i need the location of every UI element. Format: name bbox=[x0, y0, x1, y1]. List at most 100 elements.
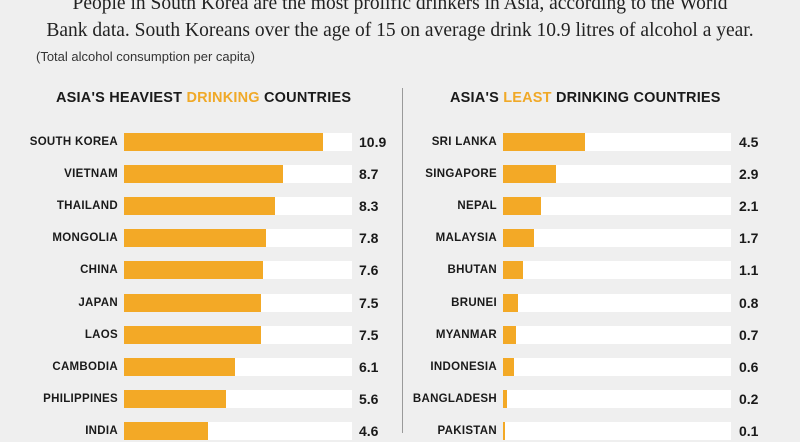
bar-nepal bbox=[503, 197, 541, 215]
category-label-laos: LAOS bbox=[84, 329, 118, 341]
bar-indonesia bbox=[503, 358, 514, 376]
category-label-singapore: SINGAPORE bbox=[425, 168, 497, 180]
bar-vietnam bbox=[124, 165, 283, 183]
bar-track-japan bbox=[124, 294, 352, 312]
bar-track-thailand bbox=[124, 197, 352, 215]
bar-bangladesh bbox=[503, 390, 507, 408]
bar-track-bangladesh bbox=[503, 390, 731, 408]
category-label-brunei: BRUNEI bbox=[451, 297, 497, 309]
bar-track-brunei bbox=[503, 294, 731, 312]
bar-bhutan bbox=[503, 261, 523, 279]
category-row-japan: JAPAN bbox=[0, 294, 118, 314]
bar-cambodia bbox=[124, 358, 235, 376]
right-chart-title: ASIA'S LEAST DRINKING COUNTRIES bbox=[450, 90, 721, 106]
bar-thailand bbox=[124, 197, 275, 215]
bar-track-myanmar bbox=[503, 326, 731, 344]
category-row-brunei: BRUNEI bbox=[0, 294, 497, 314]
category-label-bhutan: BHUTAN bbox=[447, 264, 497, 276]
category-row-sri-lanka: SRI LANKA bbox=[0, 133, 497, 153]
category-label-vietnam: VIETNAM bbox=[64, 168, 118, 180]
bar-china bbox=[124, 261, 263, 279]
bar-track-philippines bbox=[124, 390, 352, 408]
bar-track-south-korea bbox=[124, 133, 352, 151]
category-label-myanmar: MYANMAR bbox=[435, 329, 497, 341]
bar-sri-lanka bbox=[503, 133, 585, 151]
panel-divider bbox=[402, 88, 403, 433]
category-label-cambodia: CAMBODIA bbox=[52, 361, 118, 373]
category-row-laos: LAOS bbox=[0, 326, 118, 346]
category-label-china: CHINA bbox=[80, 264, 118, 276]
value-label-indonesia: 0.6 bbox=[739, 359, 759, 375]
value-label-brunei: 0.8 bbox=[739, 295, 759, 311]
bar-malaysia bbox=[503, 229, 534, 247]
bar-track-sri-lanka bbox=[503, 133, 731, 151]
category-row-south-korea: SOUTH KOREA bbox=[0, 133, 118, 153]
category-row-myanmar: MYANMAR bbox=[0, 326, 497, 346]
category-row-malaysia: MALAYSIA bbox=[0, 229, 497, 249]
bar-mongolia bbox=[124, 229, 266, 247]
category-row-cambodia: CAMBODIA bbox=[0, 358, 118, 378]
bar-track-cambodia bbox=[124, 358, 352, 376]
bar-singapore bbox=[503, 165, 556, 183]
bar-track-singapore bbox=[503, 165, 731, 183]
category-label-south-korea: SOUTH KOREA bbox=[29, 136, 118, 148]
category-label-pakistan: PAKISTAN bbox=[437, 425, 497, 437]
bar-track-china bbox=[124, 261, 352, 279]
value-label-vietnam: 8.7 bbox=[359, 166, 379, 182]
bar-south-korea bbox=[124, 133, 323, 151]
category-row-thailand: THAILAND bbox=[0, 197, 118, 217]
category-row-bhutan: BHUTAN bbox=[0, 261, 497, 281]
category-label-philippines: PHILIPPINES bbox=[43, 393, 118, 405]
category-label-malaysia: MALAYSIA bbox=[435, 232, 497, 244]
category-row-bangladesh: BANGLADESH bbox=[0, 390, 497, 410]
value-label-china: 7.6 bbox=[359, 262, 379, 278]
right-title-highlight: LEAST bbox=[503, 90, 552, 106]
category-label-japan: JAPAN bbox=[78, 297, 118, 309]
value-label-sri-lanka: 4.5 bbox=[739, 134, 759, 150]
right-title-part-3: DRINKING COUNTRIES bbox=[551, 90, 721, 106]
intro-text: People in South Korea are the most proli… bbox=[0, 0, 800, 44]
left-title-part-1: ASIA'S HEAVIEST bbox=[56, 90, 187, 106]
category-label-nepal: NEPAL bbox=[457, 200, 497, 212]
category-label-thailand: THAILAND bbox=[56, 200, 118, 212]
intro-line-2: Bank data. South Koreans over the age of… bbox=[46, 20, 754, 41]
value-label-nepal: 2.1 bbox=[739, 198, 759, 214]
value-label-bhutan: 1.1 bbox=[739, 262, 759, 278]
value-label-pakistan: 0.1 bbox=[739, 423, 759, 439]
category-label-bangladesh: BANGLADESH bbox=[412, 393, 497, 405]
bar-track-indonesia bbox=[503, 358, 731, 376]
category-row-vietnam: VIETNAM bbox=[0, 165, 118, 185]
category-row-philippines: PHILIPPINES bbox=[0, 390, 118, 410]
value-label-myanmar: 0.7 bbox=[739, 327, 759, 343]
value-label-mongolia: 7.8 bbox=[359, 230, 379, 246]
left-title-part-3: COUNTRIES bbox=[259, 90, 352, 106]
bar-track-bhutan bbox=[503, 261, 731, 279]
value-label-cambodia: 6.1 bbox=[359, 359, 379, 375]
category-label-mongolia: MONGOLIA bbox=[52, 232, 118, 244]
category-row-pakistan: PAKISTAN bbox=[0, 422, 497, 442]
category-label-indonesia: INDONESIA bbox=[430, 361, 497, 373]
bar-brunei bbox=[503, 294, 518, 312]
value-label-south-korea: 10.9 bbox=[359, 134, 387, 150]
bar-track-malaysia bbox=[503, 229, 731, 247]
left-chart-title: ASIA'S HEAVIEST DRINKING COUNTRIES bbox=[56, 90, 351, 106]
value-label-singapore: 2.9 bbox=[739, 166, 759, 182]
bar-laos bbox=[124, 326, 261, 344]
intro-line-1: People in South Korea are the most proli… bbox=[72, 0, 728, 14]
bar-track-mongolia bbox=[124, 229, 352, 247]
right-title-part-1: ASIA'S bbox=[450, 90, 504, 106]
bar-track-laos bbox=[124, 326, 352, 344]
value-label-japan: 7.5 bbox=[359, 295, 379, 311]
value-label-bangladesh: 0.2 bbox=[739, 391, 759, 407]
bar-track-pakistan bbox=[503, 422, 731, 440]
bar-philippines bbox=[124, 390, 226, 408]
category-row-nepal: NEPAL bbox=[0, 197, 497, 217]
category-row-china: CHINA bbox=[0, 261, 118, 281]
bar-japan bbox=[124, 294, 261, 312]
bar-myanmar bbox=[503, 326, 516, 344]
bar-track-vietnam bbox=[124, 165, 352, 183]
left-title-highlight: DRINKING bbox=[186, 90, 260, 106]
value-label-laos: 7.5 bbox=[359, 327, 379, 343]
value-label-philippines: 5.6 bbox=[359, 391, 379, 407]
bar-track-nepal bbox=[503, 197, 731, 215]
